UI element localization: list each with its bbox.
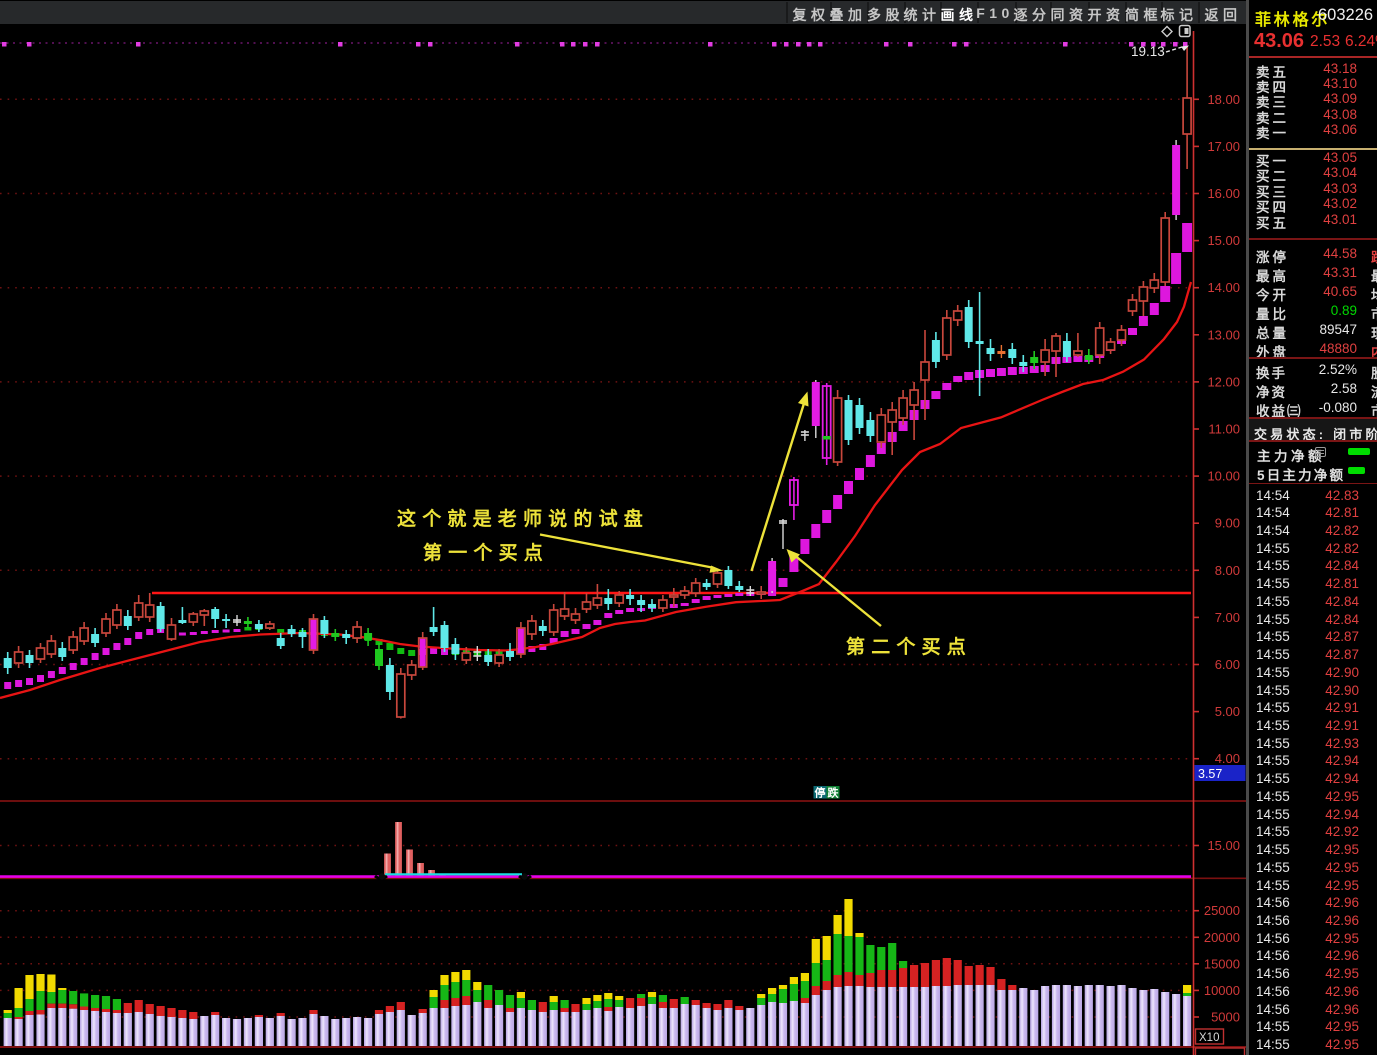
svg-text:13.00: 13.00 [1207, 327, 1240, 342]
svg-text:15.00: 15.00 [1207, 838, 1240, 853]
svg-text:10.00: 10.00 [1207, 469, 1240, 484]
svg-text:20000: 20000 [1204, 930, 1240, 945]
svg-text:15000: 15000 [1204, 956, 1240, 971]
svg-text:14.00: 14.00 [1207, 280, 1240, 295]
svg-text:9.00: 9.00 [1215, 516, 1240, 531]
svg-text:5000: 5000 [1211, 1010, 1240, 1025]
svg-text:3.57: 3.57 [1198, 767, 1222, 781]
svg-text:15.00: 15.00 [1207, 233, 1240, 248]
svg-text:12.00: 12.00 [1207, 374, 1240, 389]
svg-text:5.00: 5.00 [1215, 704, 1240, 719]
svg-text:8.00: 8.00 [1215, 563, 1240, 578]
svg-text:停: 停 [815, 786, 826, 800]
svg-text:19.13: 19.13 [1131, 44, 1165, 59]
svg-text:16.00: 16.00 [1207, 186, 1240, 201]
svg-text:17.00: 17.00 [1207, 139, 1240, 154]
svg-text:7.00: 7.00 [1215, 610, 1240, 625]
svg-text:X10: X10 [1199, 1032, 1219, 1044]
svg-text:10000: 10000 [1204, 983, 1240, 998]
svg-text:4.00: 4.00 [1215, 751, 1240, 766]
svg-text:6.00: 6.00 [1215, 657, 1240, 672]
svg-text:18.00: 18.00 [1207, 92, 1240, 107]
svg-text:25000: 25000 [1204, 903, 1240, 918]
svg-text:11.00: 11.00 [1208, 422, 1240, 437]
svg-text:跌: 跌 [828, 786, 840, 800]
